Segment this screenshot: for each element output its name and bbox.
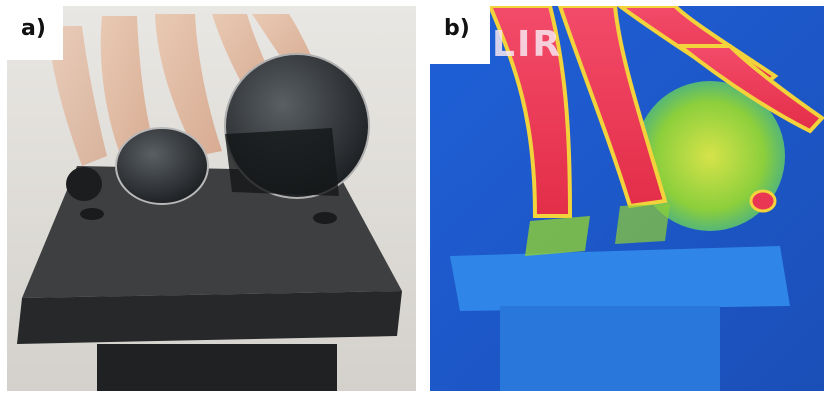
panel-b-label-box: b) (430, 6, 490, 64)
thermal-image (430, 6, 824, 391)
optical-discs (66, 53, 370, 205)
warm-disc (635, 81, 785, 231)
photo-visible-light (7, 6, 416, 391)
thermal-panel: LIR b) (430, 6, 824, 391)
panel-b-label: b) (444, 16, 470, 41)
hand-heat-signature (487, 6, 824, 218)
platform-silhouette (450, 246, 790, 311)
sample-block (17, 166, 402, 391)
panel-a-label: a) (21, 16, 46, 41)
photo-panel: a) (7, 6, 416, 391)
flir-watermark: LIR (492, 24, 563, 65)
panel-a-label-box: a) (7, 6, 63, 60)
